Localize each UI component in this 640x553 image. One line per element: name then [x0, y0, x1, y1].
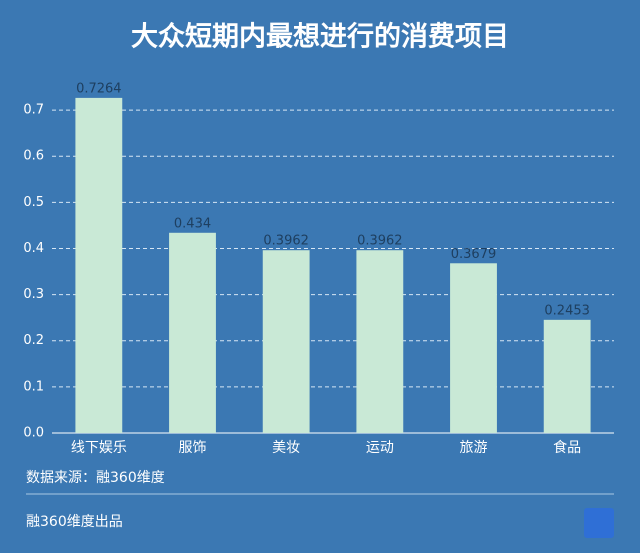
- y-tick-label: 0.4: [23, 241, 44, 256]
- y-tick-label: 0.2: [23, 333, 44, 348]
- x-tick-label: 食品: [553, 439, 581, 456]
- y-tick-label: 0.5: [23, 195, 44, 210]
- y-tick-label: 0.1: [23, 379, 44, 394]
- x-tick-label: 运动: [366, 440, 394, 456]
- data-label: 0.3962: [263, 234, 309, 249]
- data-label: 0.2453: [544, 303, 590, 318]
- x-tick-label: 旅游: [460, 440, 488, 456]
- bar: [262, 250, 310, 433]
- y-tick-label: 0.0: [23, 426, 44, 441]
- bar: [543, 319, 591, 433]
- footer: 融360维度出品: [26, 514, 123, 530]
- x-tick-label: 线下娱乐: [71, 440, 127, 456]
- x-tick-label: 美妆: [272, 440, 300, 456]
- bar: [75, 97, 123, 434]
- data-label: 0.3962: [357, 234, 403, 249]
- source: 数据来源：融360维度: [26, 470, 165, 486]
- x-tick-label: 服饰: [179, 440, 207, 456]
- logo: [584, 508, 614, 538]
- y-tick-label: 0.7: [23, 103, 44, 118]
- bar: [169, 232, 216, 433]
- y-tick-label: 0.6: [23, 149, 44, 164]
- chart-title: 大众短期内最想进行的消费项目: [131, 21, 509, 53]
- data-label: 0.7264: [76, 81, 122, 96]
- y-tick-label: 0.3: [23, 287, 44, 302]
- data-label: 0.434: [174, 216, 211, 231]
- bar: [356, 250, 404, 433]
- bar: [450, 263, 497, 433]
- data-label: 0.3679: [451, 247, 497, 262]
